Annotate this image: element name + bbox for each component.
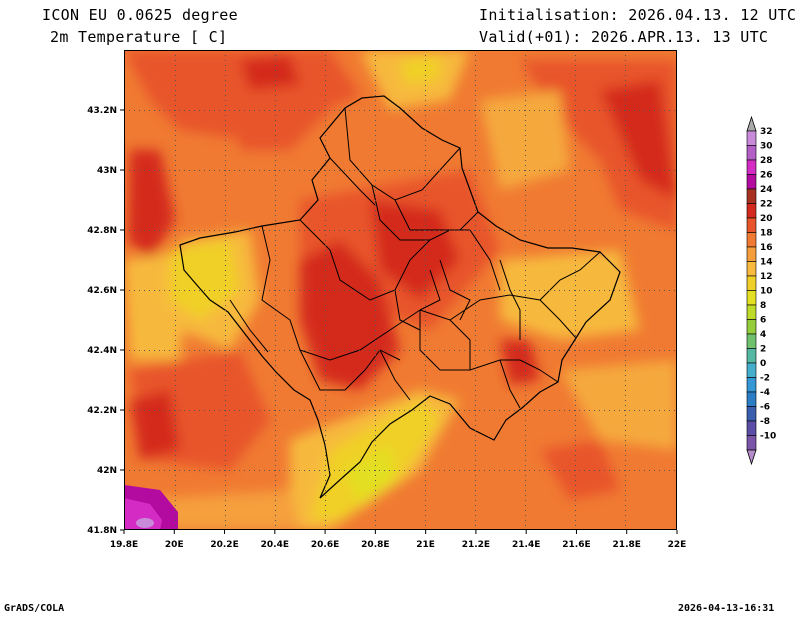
colorbar-label: 2 — [760, 345, 766, 355]
colorbar-swatch — [746, 188, 757, 204]
colorbar-label: 0 — [760, 359, 766, 369]
colorbar-swatch — [746, 232, 757, 248]
y-tick-label: 43N — [97, 166, 117, 176]
colorbar-label: -10 — [760, 432, 776, 442]
y-tick-label: 43.2N — [87, 106, 117, 116]
colorbar-swatch — [746, 275, 757, 291]
colorbar-swatch — [746, 304, 757, 320]
colorbar-swatch — [746, 203, 757, 219]
footer-credit: GrADS/COLA — [4, 603, 65, 614]
x-tick-label: 20.4E — [261, 540, 289, 550]
country-border — [179, 95, 621, 499]
colorbar-label: -4 — [760, 388, 770, 398]
colorbar-swatch — [746, 319, 757, 335]
colorbar-label: 30 — [760, 142, 773, 152]
x-tick-label: 21.8E — [613, 540, 641, 550]
colorbar-swatch — [746, 406, 757, 422]
colorbar-label: 32 — [760, 127, 773, 137]
colorbar-label: 16 — [760, 243, 773, 253]
y-tick-label: 41.8N — [87, 526, 117, 536]
colorbar-swatch — [746, 145, 757, 161]
colorbar-label: -6 — [760, 403, 770, 413]
temperature-field — [124, 50, 677, 530]
y-tick-label: 42N — [97, 466, 117, 476]
y-tick-label: 42.8N — [87, 226, 117, 236]
x-tick-label: 20.2E — [210, 540, 238, 550]
colorbar-label: -8 — [760, 417, 770, 427]
colorbar-label: 4 — [760, 330, 766, 340]
variable-title: 2m Temperature [ C] — [50, 28, 228, 46]
colorbar-swatch — [746, 159, 757, 175]
x-tick-label: 21.6E — [562, 540, 590, 550]
colorbar-label: 14 — [760, 258, 773, 268]
y-tick-label: 42.6N — [87, 286, 117, 296]
x-tick-label: 20.8E — [361, 540, 389, 550]
x-tick-label: 20.6E — [311, 540, 339, 550]
colorbar-label: 26 — [760, 171, 773, 181]
colorbar-swatch — [746, 377, 757, 393]
y-tick-label: 42.4N — [87, 346, 117, 356]
colorbar-label: 8 — [760, 301, 766, 311]
colorbar-label: 12 — [760, 272, 773, 282]
footer-timestamp: 2026-04-13-16:31 — [678, 603, 775, 614]
colorbar-swatch — [746, 217, 757, 233]
colorbar-swatch — [746, 435, 757, 451]
valid-time: Valid(+01): 2026.APR.13. 13 UTC — [479, 28, 769, 46]
x-tick-label: 20E — [165, 540, 184, 550]
colorbar-label: 18 — [760, 229, 773, 239]
colorbar-top-arrow — [746, 115, 757, 132]
x-tick-label: 19.8E — [110, 540, 138, 550]
colorbar-swatch — [746, 348, 757, 364]
colorbar-swatch — [746, 261, 757, 277]
colorbar-swatch — [746, 362, 757, 378]
colorbar-label: 22 — [760, 200, 773, 210]
grid-lines — [124, 50, 677, 530]
colorbar-label: -2 — [760, 374, 770, 384]
y-tick-label: 42.2N — [87, 406, 117, 416]
colorbar-swatch — [746, 391, 757, 407]
x-tick-label: 21.4E — [512, 540, 540, 550]
model-title: ICON EU 0.0625 degree — [42, 6, 238, 24]
colorbar-swatch — [746, 174, 757, 190]
colorbar-label: 28 — [760, 156, 773, 166]
colorbar-swatch — [746, 333, 757, 349]
colorbar-label: 24 — [760, 185, 773, 195]
colorbar-swatch — [746, 130, 757, 146]
init-time: Initialisation: 2026.04.13. 12 UTC — [479, 6, 797, 24]
plot-frame — [124, 50, 677, 530]
x-tick-label: 21.2E — [462, 540, 490, 550]
colorbar-label: 10 — [760, 287, 773, 297]
colorbar-swatch — [746, 420, 757, 436]
colorbar-swatch — [746, 246, 757, 262]
x-tick-label: 22E — [668, 540, 687, 550]
colorbar-bottom-arrow — [746, 449, 757, 466]
colorbar-swatch — [746, 290, 757, 306]
colorbar-label: 6 — [760, 316, 766, 326]
x-tick-label: 21E — [416, 540, 435, 550]
colorbar-label: 20 — [760, 214, 773, 224]
